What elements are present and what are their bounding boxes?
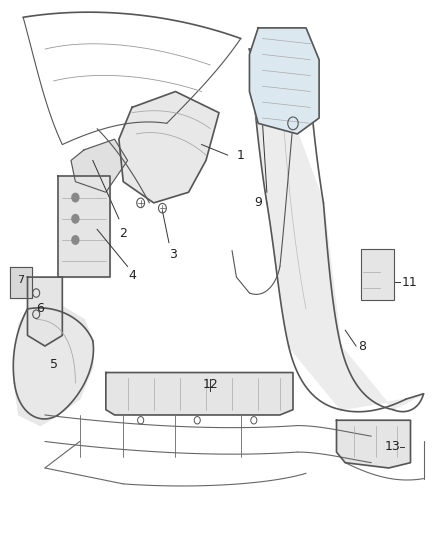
Polygon shape: [14, 304, 93, 425]
Polygon shape: [250, 49, 424, 410]
Text: 11: 11: [402, 276, 417, 289]
Text: 9: 9: [254, 196, 262, 209]
Circle shape: [72, 193, 79, 202]
Polygon shape: [71, 139, 127, 192]
Text: 8: 8: [358, 340, 366, 352]
Polygon shape: [336, 420, 410, 468]
Polygon shape: [250, 28, 319, 134]
Text: 13: 13: [385, 440, 400, 453]
Text: 5: 5: [49, 358, 58, 371]
Text: 4: 4: [128, 269, 136, 282]
Polygon shape: [58, 176, 110, 277]
Text: 1: 1: [237, 149, 244, 161]
Polygon shape: [106, 373, 293, 415]
Text: 2: 2: [119, 227, 127, 240]
Text: 3: 3: [169, 248, 177, 261]
Polygon shape: [28, 277, 62, 346]
FancyBboxPatch shape: [361, 249, 394, 300]
Polygon shape: [119, 92, 219, 203]
Circle shape: [72, 215, 79, 223]
Text: 7: 7: [18, 274, 25, 285]
Text: 12: 12: [202, 378, 218, 391]
Text: 6: 6: [37, 302, 45, 316]
Circle shape: [72, 236, 79, 244]
Polygon shape: [10, 266, 32, 298]
